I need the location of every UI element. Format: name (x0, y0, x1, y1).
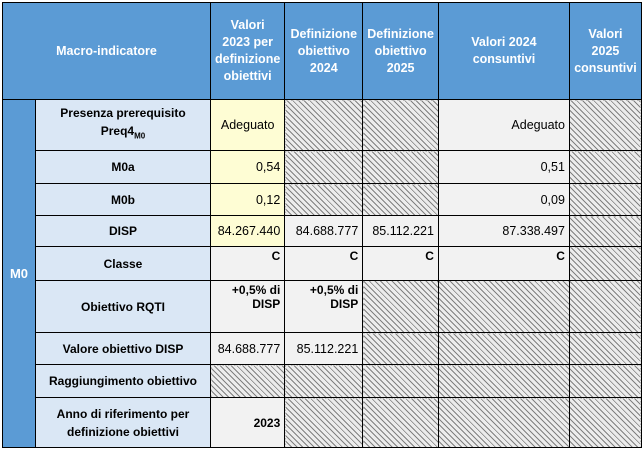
row-label-valob: Valore obiettivo DISP (35, 332, 211, 365)
cell-hatched (437, 332, 570, 365)
cell-disp-2023: 84.267.440 (209, 215, 286, 247)
cell-hatched (284, 183, 364, 216)
cell-classe-2024c: C (437, 246, 570, 281)
row-label-disp: DISP (35, 215, 211, 247)
table-row: M0b 0,12 0,09 (3, 183, 642, 216)
cell-hatched (437, 280, 570, 333)
cell-hatched (284, 364, 364, 398)
cell-hatched (284, 150, 364, 184)
cell-hatched (362, 183, 439, 216)
cell-hatched (568, 397, 642, 448)
row-label-ragg: Raggiungimento obiettivo (35, 364, 211, 398)
cell-preq-2024c: Adeguato (437, 99, 570, 151)
header-goal-2025: Definizione obiettivo 2025 (362, 2, 439, 100)
table-row: Obiettivo RQTI +0,5% di DISP +0,5% di DISP (3, 280, 642, 333)
cell-hatched (568, 332, 642, 365)
cell-hatched (362, 150, 439, 184)
row-label-m0b: M0b (35, 183, 211, 216)
cell-m0b-2023: 0,12 (209, 183, 286, 216)
row-label-m0a: M0a (35, 150, 211, 184)
cell-anno-2023: 2023 (209, 397, 286, 448)
table-row: Classe C C C C (3, 246, 642, 281)
table-row: DISP 84.267.440 84.688.777 85.112.221 87… (3, 215, 642, 247)
header-actual-2024: Valori 2024 consuntivi (437, 2, 570, 100)
cell-disp-2025: 85.112.221 (362, 215, 439, 247)
row-label-classe: Classe (35, 246, 211, 281)
cell-hatched (568, 183, 642, 216)
cell-hatched (284, 99, 364, 151)
cell-hatched (568, 150, 642, 184)
table-row: M0 Presenza prerequisito Preq4M0 Adeguat… (2, 99, 642, 448)
cell-rqti-2024: +0,5% di DISP (284, 280, 364, 333)
row-label-preq: Presenza prerequisito Preq4M0 (35, 99, 211, 151)
table-row: Raggiungimento obiettivo (3, 364, 642, 398)
cell-disp-2024: 84.688.777 (284, 215, 364, 247)
cell-preq-2023: Adeguato (209, 99, 286, 151)
cell-classe-2023: C (209, 246, 286, 281)
header-macro: Macro-indicatore (2, 2, 211, 100)
cell-rqti-2023: +0,5% di DISP (209, 280, 286, 333)
cell-hatched (437, 397, 570, 448)
row-label-rqti: Obiettivo RQTI (35, 280, 211, 333)
cell-hatched (209, 364, 286, 398)
cell-m0a-2024c: 0,51 (437, 150, 570, 184)
indicator-table: Macro-indicatore Valori 2023 per definizio… (2, 2, 642, 448)
cell-hatched (568, 364, 642, 398)
cell-hatched (362, 280, 439, 333)
cell-hatched (568, 246, 642, 281)
cell-hatched (568, 215, 642, 247)
cell-hatched (362, 99, 439, 151)
cell-valob-2024: 85.112.221 (284, 332, 364, 365)
cell-hatched (568, 280, 642, 333)
group-label-m0: M0 (2, 99, 36, 448)
header-goal-2024: Definizione obiettivo 2024 (284, 2, 364, 100)
cell-valob-2023: 84.688.777 (209, 332, 286, 365)
cell-m0b-2024c: 0,09 (437, 183, 570, 216)
cell-m0a-2023: 0,54 (209, 150, 286, 184)
header-row: Macro-indicatore Valori 2023 per definizio… (2, 2, 642, 100)
table-row: Anno di riferimento per definizione obiet… (3, 397, 642, 448)
cell-classe-2025: C (362, 246, 439, 281)
cell-hatched (284, 397, 364, 448)
cell-hatched (362, 397, 439, 448)
cell-hatched (362, 332, 439, 365)
cell-hatched (362, 364, 439, 398)
cell-hatched (437, 364, 570, 398)
cell-disp-2024c: 87.338.497 (437, 215, 570, 247)
header-actual-2025: Valori 2025 consuntivi (568, 2, 642, 100)
table-row: Valore obiettivo DISP 84.688.777 85.112.… (3, 332, 642, 365)
row-label-anno: Anno di riferimento per definizione obiet… (35, 397, 211, 448)
header-values-2023: Valori 2023 per definizione obiettivi (209, 2, 286, 100)
table-row: M0a 0,54 0,51 (3, 150, 642, 184)
cell-hatched (568, 99, 642, 151)
cell-classe-2024: C (284, 246, 364, 281)
